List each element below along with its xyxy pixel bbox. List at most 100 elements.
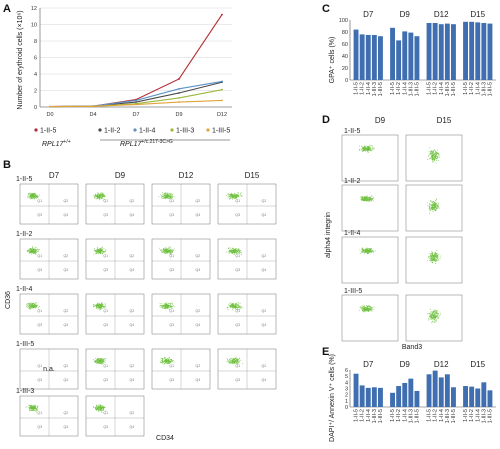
panel-d-plot-frame <box>405 294 463 342</box>
panel-b-event-dot <box>35 302 37 304</box>
panel-b-event-dot <box>96 251 98 253</box>
panel-d-event-dot <box>433 321 435 323</box>
panel-b-event-dot <box>230 193 232 195</box>
panel-b-event-dot <box>35 411 37 413</box>
panel-b-event-dot <box>236 362 238 364</box>
panel-d-event-dot <box>361 199 363 201</box>
panel-d-event-dot <box>436 254 438 256</box>
panel-b-event-dot <box>232 193 233 195</box>
panel-b-event-dot <box>98 361 100 363</box>
panel-b-event-dot <box>33 196 34 198</box>
panel-b-quadrant-label: Q4 <box>64 378 69 382</box>
panel-d-event-dot <box>361 307 363 309</box>
panel-d-event-dot <box>370 307 372 309</box>
panel-b-event-dot <box>169 252 171 254</box>
panel-d-event-dot <box>362 309 363 311</box>
panel-b-event-dot <box>227 360 229 362</box>
panel-b-event-dot <box>101 249 103 251</box>
panel-b-event-dot <box>235 307 237 309</box>
panel-b-event-dot <box>32 409 33 411</box>
panel-b-event-dot <box>170 197 172 199</box>
panel-b-event-dot <box>26 304 28 306</box>
panel-d-event-dot <box>432 253 434 255</box>
panel-d-event-dot <box>427 202 429 204</box>
panel-b-event-dot <box>94 305 96 307</box>
panel-b-event-dot <box>239 251 241 252</box>
panel-b-event-dot <box>96 361 97 362</box>
panel-b-event-dot <box>102 359 104 360</box>
panel-b-event-dot <box>31 196 33 198</box>
panel-b-event-dot <box>33 304 35 306</box>
panel-b-quadrant-label: Q2 <box>64 309 69 313</box>
panel-e-bar <box>463 386 468 407</box>
panel-d-event-dot <box>359 252 361 254</box>
panel-c-bar <box>463 21 468 80</box>
panel-d-event-dot <box>430 315 432 317</box>
panel-b-event-dot <box>238 306 240 308</box>
panel-d-event-dot <box>370 199 372 201</box>
panel-d-event-dot <box>430 257 432 258</box>
panel-b-event-dot <box>227 193 229 195</box>
panel-b-event-dot <box>98 360 100 362</box>
panel-d-event-dot <box>432 157 433 159</box>
panel-d-event-dot <box>431 255 433 257</box>
panel-d-event-dot <box>362 148 364 150</box>
panel-b-day-label: D15 <box>245 171 260 180</box>
panel-b-event-dot <box>166 195 168 197</box>
panel-b-event-dot <box>232 197 234 198</box>
panel-b-event-dot <box>237 195 239 197</box>
panel-a-legend-marker <box>170 128 174 132</box>
panel-d-event-dot <box>361 148 363 150</box>
panel-b-event-dot <box>235 195 237 197</box>
panel-b-quadrant-label: Q1 <box>103 254 108 258</box>
panel-b-event-dot <box>95 308 97 310</box>
panel-b-event-dot <box>230 303 232 305</box>
panel-e-xtick: 1-II-2 <box>433 409 439 422</box>
panel-b-event-dot <box>95 406 97 408</box>
panel-a-legend-label: 1-III-3 <box>176 128 194 135</box>
panel-d-event-dot <box>362 146 364 148</box>
panel-b-event-dot <box>161 358 163 359</box>
panel-b-event-dot <box>232 252 234 254</box>
panel-b-event-dot <box>30 404 32 406</box>
panel-b-event-dot <box>235 362 237 364</box>
panel-e-xtick: 1-III-3 <box>372 409 378 423</box>
panel-b-event-dot <box>238 250 240 252</box>
panel-b-event-dot <box>172 194 174 195</box>
panel-b-event-dot <box>233 358 235 359</box>
panel-b-event-dot <box>29 192 31 194</box>
panel-e-bar <box>371 387 377 407</box>
panel-b-event-dot <box>100 363 102 365</box>
panel-b-event-dot <box>98 409 100 411</box>
panel-d-event-dot <box>438 155 440 157</box>
panel-b-event-dot <box>229 304 231 306</box>
panel-b-event-dot <box>163 193 165 195</box>
panel-b-event-dot <box>99 358 101 359</box>
panel-b-event-dot <box>168 250 170 252</box>
panel-b-quadrant-label: Q1 <box>235 254 240 258</box>
panel-b-event-dot <box>97 246 99 248</box>
panel-c-day-label: D12 <box>434 10 449 19</box>
panel-b-event-dot <box>34 307 36 309</box>
panel-b-event-dot <box>230 250 232 251</box>
panel-b-event-dot <box>104 307 106 309</box>
panel-d-event-dot <box>436 250 438 252</box>
panel-a-legend-marker <box>98 128 102 132</box>
panel-b-event-dot <box>236 361 237 363</box>
panel-a-xtick: D4 <box>89 112 96 118</box>
panel-e-ytick: 4 <box>345 380 348 386</box>
panel-b-quadrant-label: Q4 <box>262 268 267 272</box>
panel-b-event-dot <box>159 361 161 363</box>
panel-b-event-dot <box>233 306 235 308</box>
panel-d-event-dot <box>437 316 439 318</box>
panel-b-event-dot <box>229 361 231 363</box>
panel-b-quadrant-label: Q3 <box>103 268 108 272</box>
panel-b-event-dot <box>168 194 170 196</box>
panel-b-event-dot <box>32 248 34 250</box>
panel-e-day-label: D7 <box>363 360 374 369</box>
panel-d-event-dot <box>361 195 363 197</box>
panel-b-event-dot <box>168 306 170 308</box>
panel-b-event-dot <box>102 251 104 253</box>
panel-e-xtick: 1-III-3 <box>408 409 414 423</box>
panel-b-event-dot <box>31 305 33 307</box>
